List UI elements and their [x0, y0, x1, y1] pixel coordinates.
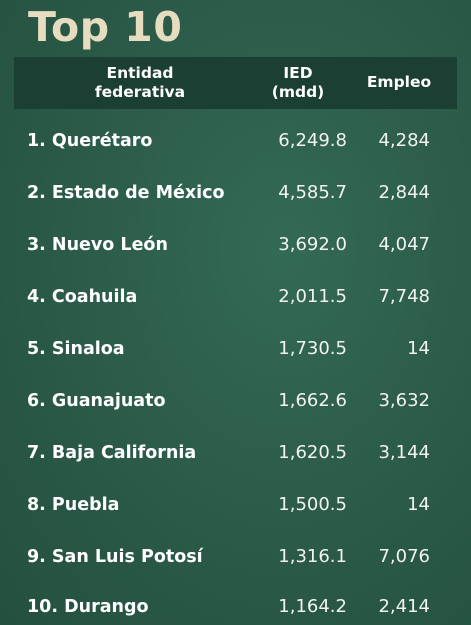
row-ied: 3,692.0	[278, 234, 347, 255]
header-ied-line2: (mdd)	[271, 83, 325, 101]
row-ied: 1,500.5	[278, 494, 347, 515]
row-entity: 3. Nuevo León	[27, 235, 168, 255]
table-row: 5. Sinaloa 1,730.5 14	[0, 334, 471, 364]
row-entity: 10. Durango	[27, 597, 149, 617]
row-empleo: 7,076	[378, 546, 430, 567]
table-row: 2. Estado de México 4,585.7 2,844	[0, 178, 471, 208]
table-row: 3. Nuevo León 3,692.0 4,047	[0, 230, 471, 260]
header-ied: IED (mdd)	[260, 64, 336, 102]
row-ied: 1,316.1	[278, 546, 347, 567]
row-empleo: 14	[407, 494, 430, 515]
row-empleo: 14	[407, 338, 430, 359]
row-entity: 9. San Luis Potosí	[27, 547, 203, 567]
row-empleo: 3,632	[378, 390, 430, 411]
row-empleo: 7,748	[378, 286, 430, 307]
row-entity: 2. Estado de México	[27, 183, 225, 203]
table-row: 7. Baja California 1,620.5 3,144	[0, 438, 471, 468]
table-row: 10. Durango 1,164.2 2,414	[0, 592, 471, 622]
row-empleo: 3,144	[378, 442, 430, 463]
row-entity: 6. Guanajuato	[27, 391, 166, 411]
table-header: Entidad federativa IED (mdd) Empleo	[14, 57, 457, 109]
row-entity: 1. Querétaro	[27, 131, 153, 151]
row-empleo: 4,047	[378, 234, 430, 255]
header-entity-line1: Entidad	[106, 64, 174, 82]
header-entity: Entidad federativa	[72, 64, 208, 102]
table-row: 8. Puebla 1,500.5 14	[0, 490, 471, 520]
row-empleo: 4,284	[378, 130, 430, 151]
header-ied-line1: IED	[283, 64, 313, 82]
row-ied: 1,164.2	[278, 596, 347, 617]
row-ied: 1,730.5	[278, 338, 347, 359]
row-entity: 8. Puebla	[27, 495, 120, 515]
header-empleo: Empleo	[366, 73, 432, 91]
row-empleo: 2,844	[378, 182, 430, 203]
row-entity: 5. Sinaloa	[27, 339, 125, 359]
table-row: 6. Guanajuato 1,662.6 3,632	[0, 386, 471, 416]
row-ied: 6,249.8	[278, 130, 347, 151]
row-entity: 4. Coahuila	[27, 287, 138, 307]
row-ied: 1,662.6	[278, 390, 347, 411]
row-empleo: 2,414	[378, 596, 430, 617]
table-row: 4. Coahuila 2,011.5 7,748	[0, 282, 471, 312]
row-entity: 7. Baja California	[27, 443, 197, 463]
table-row: 1. Querétaro 6,249.8 4,284	[0, 126, 471, 156]
header-entity-line2: federativa	[94, 83, 186, 101]
page-title: Top 10	[28, 3, 183, 51]
row-ied: 1,620.5	[278, 442, 347, 463]
row-ied: 2,011.5	[278, 286, 347, 307]
row-ied: 4,585.7	[278, 182, 347, 203]
table-row: 9. San Luis Potosí 1,316.1 7,076	[0, 542, 471, 572]
